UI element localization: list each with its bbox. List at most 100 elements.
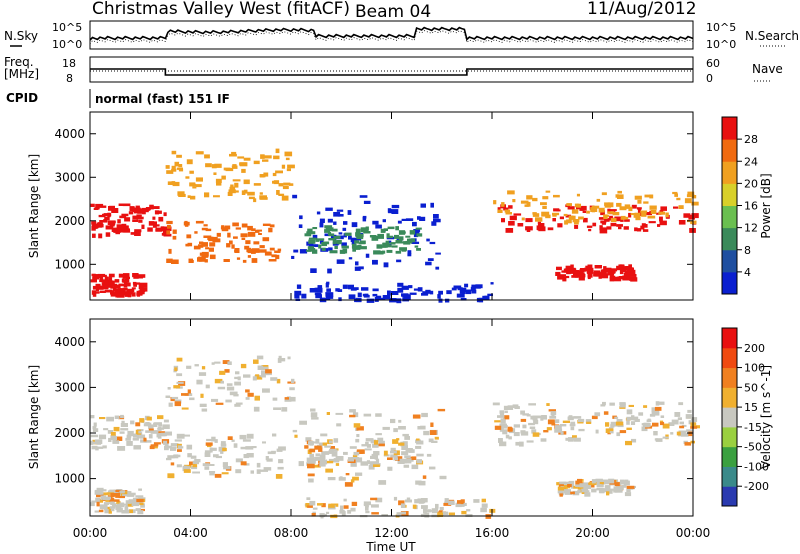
scatter-cell	[619, 206, 627, 211]
scatter-cell	[211, 164, 217, 169]
scatter-cell	[634, 195, 642, 200]
scatter-cell	[417, 287, 423, 292]
scatter-cell	[333, 212, 341, 217]
scatter-cell	[407, 238, 411, 242]
noise-left-tick-low: 10^0	[52, 38, 82, 51]
scatter-cell	[154, 422, 162, 425]
scatter-cell	[575, 271, 581, 275]
scatter-cell	[684, 198, 692, 204]
scatter-cell	[133, 434, 137, 438]
scatter-cell	[416, 233, 423, 237]
scatter-cell	[497, 207, 501, 212]
scatter-cell	[433, 218, 441, 223]
scatter-cell	[157, 427, 165, 430]
scatter-cell	[332, 449, 338, 452]
power-colorbar-swatch	[722, 271, 737, 295]
scatter-cell	[624, 492, 632, 497]
scatter-cell	[411, 464, 419, 470]
scatter-cell	[341, 511, 346, 516]
scatter-cell	[579, 269, 585, 273]
scatter-cell	[390, 418, 396, 424]
scatter-cell	[111, 227, 120, 232]
scatter-cell	[610, 218, 617, 223]
scatter-cell	[132, 215, 140, 220]
scatter-cell	[106, 416, 114, 422]
scatter-cell	[407, 250, 412, 255]
scatter-cell	[348, 294, 356, 300]
scatter-cell	[585, 419, 592, 424]
scatter-cell	[404, 499, 412, 503]
scatter-cell	[660, 421, 665, 426]
scatter-cell	[362, 216, 367, 222]
scatter-cell	[290, 396, 296, 402]
scatter-cell	[132, 437, 139, 441]
scatter-cell	[99, 504, 108, 509]
scatter-cell	[607, 208, 611, 214]
scatter-cell	[487, 293, 493, 296]
scatter-cell	[405, 235, 411, 238]
scatter-cell	[671, 419, 679, 425]
scatter-cell	[120, 490, 125, 493]
scatter-cell	[150, 444, 159, 447]
scatter-cell	[272, 172, 277, 177]
scatter-cell	[307, 460, 316, 464]
scatter-cell	[351, 222, 358, 228]
scatter-cell	[577, 478, 582, 484]
scatter-cell	[606, 226, 612, 230]
scatter-cell	[617, 190, 622, 194]
scatter-cell	[626, 488, 631, 493]
scatter-cell	[102, 213, 107, 216]
noise-sky-trace	[89, 26, 694, 41]
scatter-cell	[626, 416, 635, 421]
scatter-cell	[352, 246, 356, 252]
scatter-cell	[344, 482, 353, 487]
scatter-cell	[156, 210, 162, 214]
scatter-cell	[584, 492, 591, 497]
scatter-cell	[189, 461, 196, 466]
scatter-cell	[223, 167, 231, 171]
scatter-cell	[260, 154, 265, 159]
scatter-cell	[575, 484, 580, 487]
scatter-cell	[237, 156, 245, 159]
scatter-cell	[570, 491, 575, 495]
power-marks	[90, 148, 699, 304]
scatter-cell	[602, 269, 607, 274]
scatter-cell	[113, 493, 121, 497]
scatter-cell	[398, 500, 405, 506]
scatter-cell	[209, 447, 213, 453]
scatter-cell	[365, 438, 374, 442]
power-colorbar-swatch	[722, 205, 737, 229]
scatter-cell	[258, 233, 262, 235]
scatter-cell	[636, 228, 642, 232]
scatter-cell	[372, 288, 379, 292]
scatter-cell	[177, 449, 182, 452]
scatter-cell	[588, 228, 592, 232]
scatter-cell	[388, 208, 392, 214]
scatter-cell	[135, 422, 141, 427]
scatter-cell	[350, 462, 357, 467]
scatter-cell	[192, 471, 200, 474]
scatter-cell	[192, 186, 197, 189]
scatter-cell	[404, 297, 409, 301]
scatter-cell	[657, 224, 661, 227]
scatter-cell	[586, 269, 590, 273]
scatter-cell	[598, 217, 607, 220]
scatter-cell	[137, 211, 143, 214]
scatter-cell	[259, 195, 267, 200]
scatter-cell	[508, 427, 513, 432]
scatter-cell	[398, 419, 402, 423]
scatter-cell	[621, 268, 627, 273]
scatter-cell	[493, 200, 497, 205]
scatter-cell	[525, 226, 533, 231]
scatter-cell	[111, 208, 119, 213]
scatter-cell	[674, 193, 678, 197]
scatter-cell	[335, 456, 344, 461]
scatter-cell	[508, 221, 515, 226]
scatter-cell	[132, 219, 139, 222]
scatter-cell	[262, 388, 270, 393]
velocity-colorbar-swatch	[722, 466, 737, 487]
scatter-cell	[222, 462, 228, 467]
scatter-cell	[265, 456, 269, 461]
scatter-cell	[133, 209, 141, 214]
scatter-cell	[582, 211, 587, 213]
